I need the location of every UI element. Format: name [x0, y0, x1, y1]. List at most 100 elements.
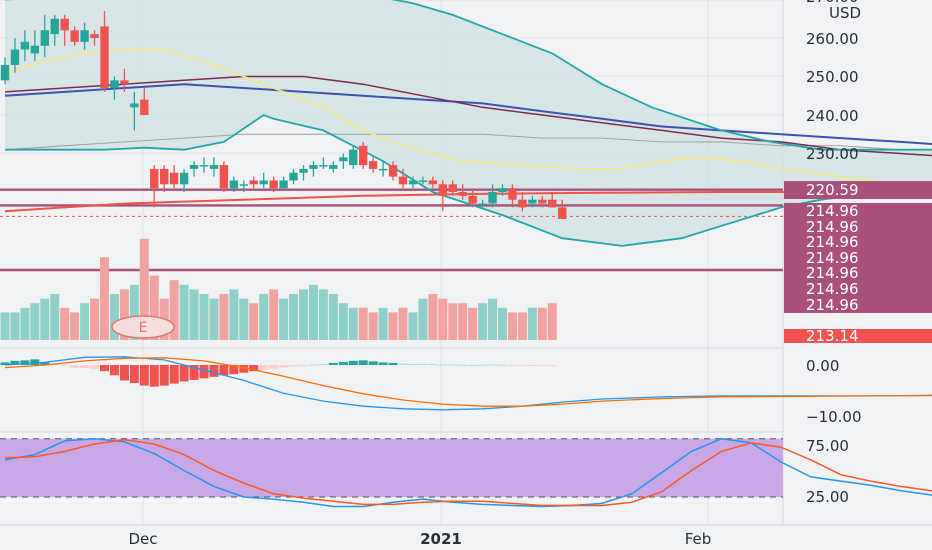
candle-body	[368, 161, 378, 169]
volume-bar	[468, 307, 478, 340]
volume-bar	[488, 298, 498, 340]
currency-label: USD	[829, 4, 861, 22]
volume-bar	[20, 307, 30, 340]
price-label-text: 214.96	[806, 202, 859, 220]
candle-body	[120, 80, 129, 85]
volume-bar	[179, 284, 189, 340]
volume-bar	[428, 294, 438, 340]
macd-histogram-bar	[10, 360, 20, 365]
macd-tick-label: 0.00	[806, 357, 839, 375]
macd-histogram-bar	[100, 365, 109, 372]
macd-histogram-bar	[259, 365, 269, 371]
macd-histogram-bar	[109, 365, 119, 376]
price-label-text: 214.96	[806, 296, 859, 314]
volume-bar	[299, 289, 308, 340]
macd-histogram-bar	[448, 364, 458, 366]
candle-body	[209, 165, 219, 169]
macd-histogram-bar	[517, 365, 527, 366]
volume-bar	[40, 298, 50, 340]
volume-bar	[418, 298, 428, 340]
candle-body	[20, 41, 30, 50]
volume-bar	[388, 312, 398, 340]
volume-bar	[289, 294, 299, 340]
macd-histogram-bar	[0, 362, 10, 365]
candle-body	[239, 184, 248, 186]
volume-bar	[338, 303, 348, 340]
earnings-marker[interactable]	[111, 315, 175, 339]
oscillator-band	[0, 438, 783, 497]
candle-body	[339, 157, 348, 162]
candle-body	[10, 49, 20, 65]
volume-bar	[60, 307, 70, 340]
candle-body	[428, 180, 438, 185]
macd-histogram-bar	[119, 365, 129, 381]
candle-body	[130, 103, 139, 108]
candle-body	[169, 172, 179, 185]
candle-body	[309, 165, 318, 169]
macd-histogram-bar	[348, 360, 358, 365]
price-label-box	[784, 281, 932, 297]
volume-bar	[90, 298, 100, 340]
volume-bar	[219, 294, 229, 340]
volume-bar	[517, 312, 527, 340]
price-label-box	[784, 203, 932, 219]
macd-histogram-bar	[478, 364, 488, 366]
macd-histogram-bar	[498, 364, 507, 366]
macd-histogram-bar	[219, 365, 229, 376]
macd-histogram-bar	[179, 365, 189, 382]
macd-histogram-bar	[428, 363, 438, 365]
oscillator-d-line	[4, 439, 932, 507]
candle-body	[418, 180, 428, 182]
macd-histogram-bar	[239, 365, 249, 373]
macd-histogram-bar	[90, 365, 100, 370]
macd-histogram-bar	[458, 364, 468, 366]
macd-histogram-bar	[20, 360, 30, 365]
candle-body	[488, 192, 497, 204]
volume-bar	[209, 298, 219, 340]
candle-body	[199, 165, 209, 167]
volume-bar	[498, 307, 507, 340]
macd-histogram-bar	[338, 361, 348, 365]
candle-body	[289, 172, 298, 181]
candle-body	[160, 168, 169, 185]
macd-histogram-bar	[308, 364, 318, 366]
candle-body	[538, 199, 547, 204]
volume-bar	[10, 312, 20, 340]
volume-bar	[358, 307, 368, 340]
candle-body	[70, 30, 79, 42]
candle-body	[378, 168, 388, 171]
candle-body	[259, 180, 268, 185]
candle-body	[100, 26, 109, 89]
macd-histogram-bar	[438, 364, 448, 366]
price-label-text: 214.96	[806, 249, 859, 267]
macd-histogram-bar	[408, 363, 418, 365]
macd-histogram-bar	[80, 365, 90, 369]
macd-histogram-bar	[169, 365, 179, 384]
candle-body	[60, 18, 69, 31]
volume-bar	[368, 312, 378, 340]
x-tick-label: 2021	[420, 530, 462, 548]
candle-body	[279, 180, 288, 189]
macd-histogram-bar	[189, 365, 199, 380]
price-label-text: 214.96	[806, 264, 859, 282]
volume-bar	[438, 298, 448, 340]
price-label-text: 213.14	[806, 327, 859, 345]
y-tick-label: 230.00	[806, 145, 859, 163]
volume-bar	[50, 294, 60, 340]
price-label-box	[784, 219, 932, 235]
price-label-box	[784, 329, 932, 343]
volume-bar	[537, 307, 547, 340]
volume-bar	[70, 312, 80, 340]
price-label-text: 214.96	[806, 218, 859, 236]
volume-bar	[378, 307, 388, 340]
volume-bar	[149, 275, 159, 340]
macd-histogram-bar	[358, 360, 368, 365]
candle-body	[448, 184, 457, 192]
candle-body	[0, 64, 10, 81]
volume-bar	[308, 284, 318, 340]
macd-histogram-bar	[279, 365, 289, 368]
candle-body	[249, 180, 258, 185]
x-tick-label: Feb	[685, 530, 712, 548]
